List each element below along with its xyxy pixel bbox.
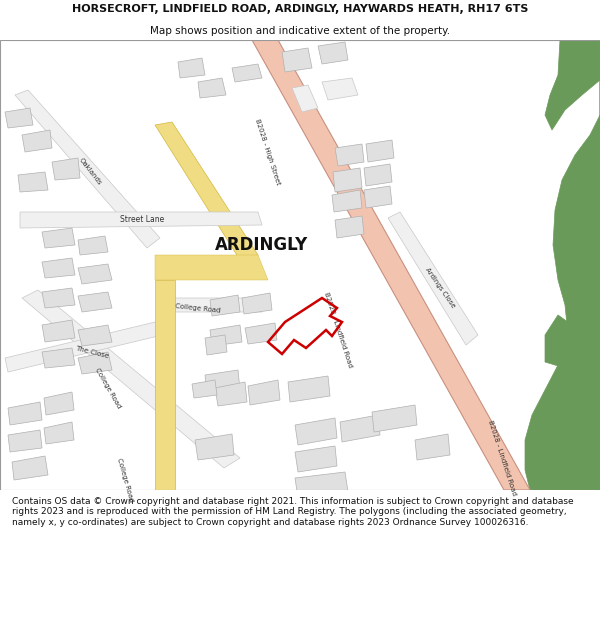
Polygon shape (340, 415, 380, 442)
Polygon shape (78, 325, 112, 346)
Polygon shape (192, 380, 217, 398)
Polygon shape (175, 298, 262, 312)
Polygon shape (52, 158, 80, 180)
Polygon shape (42, 288, 75, 308)
Text: Street Lane: Street Lane (120, 216, 164, 224)
Polygon shape (5, 108, 33, 128)
Polygon shape (248, 380, 280, 405)
Polygon shape (8, 430, 42, 452)
Polygon shape (78, 236, 108, 255)
Polygon shape (18, 172, 48, 192)
Polygon shape (155, 255, 268, 280)
Text: College Road: College Road (175, 302, 221, 313)
Polygon shape (205, 335, 227, 355)
Text: Oaklands: Oaklands (77, 158, 103, 187)
Polygon shape (78, 352, 112, 374)
Polygon shape (155, 122, 258, 260)
Text: B2028 - Lindfield Road: B2028 - Lindfield Road (323, 292, 353, 368)
Polygon shape (44, 392, 74, 415)
Polygon shape (282, 48, 312, 72)
Polygon shape (388, 212, 478, 345)
Text: B2028 - Lindfield Road: B2028 - Lindfield Road (487, 419, 517, 496)
Polygon shape (545, 315, 578, 368)
Text: Contains OS data © Crown copyright and database right 2021. This information is : Contains OS data © Crown copyright and d… (12, 497, 574, 526)
Polygon shape (333, 168, 362, 192)
Polygon shape (245, 323, 277, 344)
Text: College Road: College Road (94, 367, 122, 409)
Polygon shape (242, 293, 272, 314)
Polygon shape (155, 280, 175, 490)
Polygon shape (252, 40, 530, 490)
Polygon shape (335, 216, 364, 238)
Polygon shape (295, 418, 337, 445)
Polygon shape (198, 78, 226, 98)
Polygon shape (210, 295, 240, 316)
Polygon shape (78, 264, 112, 284)
Polygon shape (195, 434, 234, 460)
Polygon shape (205, 370, 240, 394)
Polygon shape (232, 64, 262, 82)
Polygon shape (42, 228, 75, 248)
Text: The Close: The Close (75, 345, 109, 359)
Polygon shape (322, 78, 358, 100)
Polygon shape (318, 42, 348, 64)
Polygon shape (12, 456, 48, 480)
Polygon shape (295, 446, 337, 472)
Polygon shape (292, 85, 318, 112)
Polygon shape (42, 348, 75, 368)
Polygon shape (545, 40, 600, 130)
Polygon shape (366, 140, 394, 162)
Polygon shape (335, 144, 364, 166)
Polygon shape (15, 90, 160, 248)
Text: B2028 - High Street: B2028 - High Street (254, 118, 281, 186)
Polygon shape (44, 422, 74, 444)
Polygon shape (415, 434, 450, 460)
Polygon shape (295, 472, 348, 498)
Polygon shape (364, 164, 392, 186)
Polygon shape (364, 186, 392, 208)
Polygon shape (20, 212, 262, 228)
Text: Ardings Close: Ardings Close (424, 267, 456, 309)
Text: HORSECROFT, LINDFIELD ROAD, ARDINGLY, HAYWARDS HEATH, RH17 6TS: HORSECROFT, LINDFIELD ROAD, ARDINGLY, HA… (72, 4, 528, 14)
Polygon shape (332, 190, 362, 212)
Polygon shape (8, 402, 42, 425)
Polygon shape (288, 376, 330, 402)
Polygon shape (178, 58, 205, 78)
Polygon shape (372, 405, 417, 432)
Text: ARDINGLY: ARDINGLY (215, 236, 308, 254)
Polygon shape (210, 325, 242, 346)
Polygon shape (525, 40, 600, 490)
Polygon shape (78, 292, 112, 312)
Text: Map shows position and indicative extent of the property.: Map shows position and indicative extent… (150, 26, 450, 36)
Polygon shape (42, 320, 75, 342)
Polygon shape (22, 290, 240, 468)
Polygon shape (42, 258, 75, 278)
Polygon shape (215, 382, 247, 406)
Polygon shape (22, 130, 52, 152)
Polygon shape (5, 318, 175, 372)
Text: College Road: College Road (116, 458, 134, 503)
